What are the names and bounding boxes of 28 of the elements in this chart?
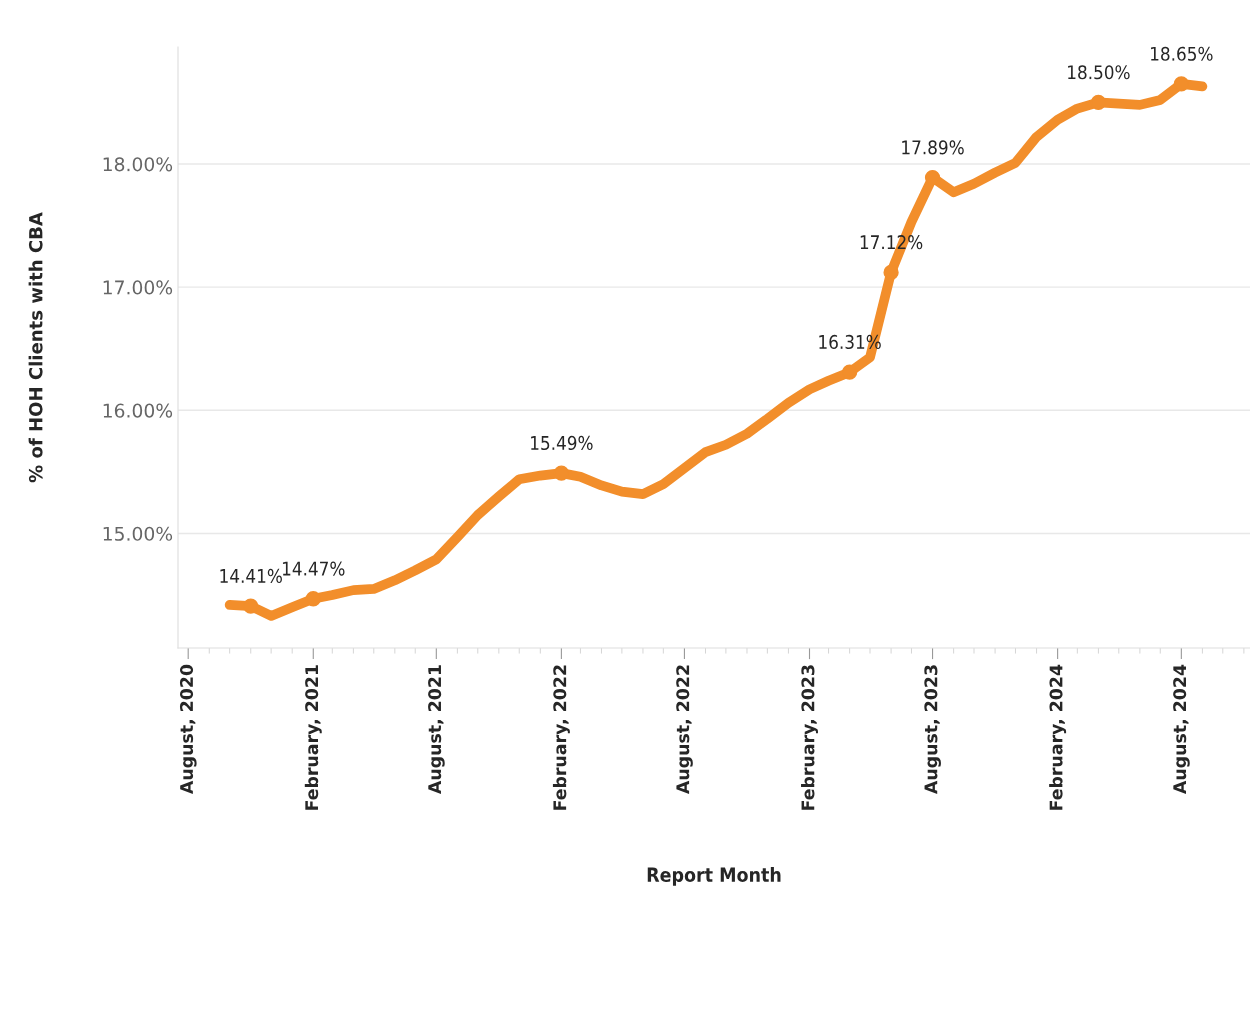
data-label: 18.65% bbox=[1151, 46, 1213, 61]
y-tick-label: 17.00% bbox=[103, 280, 173, 295]
x-tick-label: February, 2023 bbox=[801, 665, 818, 810]
x-tick-label: February, 2021 bbox=[304, 665, 322, 810]
data-label: 14.41% bbox=[220, 568, 282, 584]
y-tick-label: 18.00% bbox=[103, 157, 173, 172]
x-tick-label: August, 2021 bbox=[428, 665, 445, 795]
x-tick-label: February, 2022 bbox=[552, 665, 570, 810]
point bbox=[883, 264, 899, 281]
x-axis-title: Report Month bbox=[647, 867, 781, 886]
x-tick-label: August, 2024 bbox=[1173, 664, 1190, 795]
y-tick-label: 16.00% bbox=[103, 403, 173, 418]
x-tick-label: February, 2024 bbox=[1049, 664, 1067, 810]
data-label: 15.49% bbox=[531, 435, 593, 451]
point bbox=[305, 591, 321, 607]
data-label: 14.47% bbox=[282, 561, 345, 576]
point bbox=[243, 598, 259, 614]
data-label: 17.89% bbox=[902, 140, 964, 155]
x-tick-label: August, 2020 bbox=[179, 664, 197, 795]
data-label: 18.50% bbox=[1068, 65, 1130, 80]
point bbox=[553, 465, 570, 481]
y-tick-label: 15.00% bbox=[103, 526, 173, 541]
y-axis-title: % of HOH Clients with CBA bbox=[28, 212, 43, 483]
x-tick-label: August, 2023 bbox=[924, 665, 941, 795]
point bbox=[1090, 94, 1107, 111]
point bbox=[841, 364, 858, 380]
point bbox=[1173, 76, 1189, 92]
x-tick-label: August, 2022 bbox=[676, 665, 693, 795]
